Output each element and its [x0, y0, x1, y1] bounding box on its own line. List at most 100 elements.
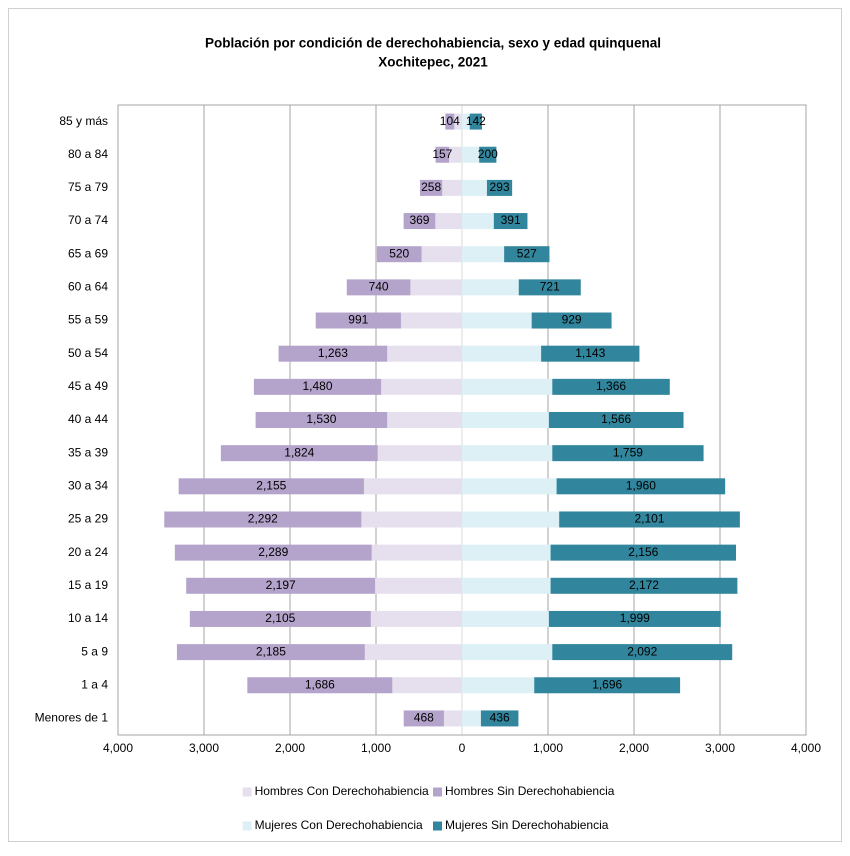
- bar-segment: [550, 577, 738, 594]
- legend-swatch: [433, 787, 442, 797]
- bar-segment: [189, 610, 371, 627]
- data-label: 436: [490, 711, 510, 725]
- bar-segment: [454, 113, 462, 130]
- bar-segment: [462, 478, 557, 495]
- data-label: 142: [466, 114, 486, 128]
- bar-segment: [462, 213, 494, 230]
- bar-segment: [176, 644, 365, 661]
- bar-segment: [364, 644, 462, 661]
- bar-segment: [255, 412, 388, 428]
- data-label: 2,155: [256, 478, 286, 492]
- y-tick-label: 20 a 24: [68, 545, 108, 559]
- bar-segment: [371, 544, 462, 561]
- y-tick-label: 15 a 19: [68, 578, 108, 592]
- bar-segment: [548, 412, 684, 428]
- bar-segment: [377, 445, 462, 462]
- data-label: 157: [432, 147, 452, 161]
- data-label: 991: [348, 313, 368, 327]
- bar-segment: [462, 412, 549, 428]
- data-label: 527: [517, 246, 537, 260]
- bar-segment: [531, 312, 612, 329]
- bar-segment: [443, 710, 462, 727]
- bar-segment: [462, 378, 553, 395]
- legend-swatch: [242, 787, 252, 797]
- x-tick-label: 1,000: [533, 741, 563, 755]
- bar-segment: [361, 511, 462, 528]
- bar-segment: [278, 345, 388, 362]
- bar-segment: [178, 478, 364, 495]
- bar-segment: [462, 710, 481, 727]
- data-label: 740: [369, 280, 389, 294]
- data-label: 2,156: [628, 545, 658, 559]
- bar-segment: [462, 610, 549, 627]
- bar-segment: [435, 146, 450, 163]
- bar-segment: [556, 478, 726, 495]
- bar-segment: [403, 710, 444, 727]
- data-label: 1,759: [613, 445, 643, 459]
- x-tick-label: 0: [459, 741, 466, 755]
- x-tick-label: 2,000: [619, 741, 649, 755]
- data-label: 468: [414, 711, 434, 725]
- data-label: 2,092: [627, 644, 657, 658]
- legend-swatch: [433, 821, 442, 831]
- bar-segment: [346, 279, 411, 296]
- x-tick-label: 3,000: [705, 741, 735, 755]
- bar-segment: [518, 279, 581, 296]
- bar-segment: [253, 378, 382, 395]
- bar-segment: [552, 644, 733, 661]
- bar-segment: [550, 544, 736, 561]
- data-label: 721: [540, 280, 560, 294]
- bar-segment: [403, 213, 436, 230]
- bar-segment: [462, 445, 553, 462]
- data-label: 2,292: [248, 512, 278, 526]
- legend-label: Mujeres Sin Derechohabiencia: [445, 818, 609, 832]
- y-tick-label: Menores de 1: [35, 711, 109, 725]
- y-tick-label: 5 a 9: [81, 644, 108, 658]
- bar-segment: [375, 577, 462, 594]
- y-tick-label: 65 a 69: [68, 246, 108, 260]
- bar-segment: [493, 213, 528, 230]
- bar-segment: [469, 113, 482, 130]
- bar-segment: [559, 511, 740, 528]
- data-label: 1,999: [620, 611, 650, 625]
- bar-segment: [363, 478, 462, 495]
- bar-segment: [400, 312, 462, 329]
- data-label: 1,824: [284, 445, 314, 459]
- bar-segment: [462, 577, 551, 594]
- bar-segment: [462, 644, 553, 661]
- y-tick-label: 55 a 59: [68, 313, 108, 327]
- data-label: 2,172: [629, 578, 659, 592]
- legend-label: Hombres Sin Derechohabiencia: [445, 784, 615, 798]
- bar-segment: [541, 345, 640, 362]
- data-label: 1,263: [318, 346, 348, 360]
- data-label: 1,143: [575, 346, 605, 360]
- bar-segment: [387, 345, 462, 362]
- x-tick-label: 2,000: [275, 741, 305, 755]
- data-label: 1,686: [305, 677, 335, 691]
- data-label: 293: [490, 180, 510, 194]
- data-label: 2,289: [258, 545, 288, 559]
- bar-segment: [445, 113, 455, 130]
- bar-segment: [486, 179, 513, 196]
- bar-segment: [186, 577, 376, 594]
- chart-subtitle: Xochitepec, 2021: [378, 55, 488, 70]
- chart-title: Población por condición de derechohabien…: [205, 36, 661, 51]
- y-tick-label: 10 a 14: [68, 611, 108, 625]
- x-tick-label: 3,000: [189, 741, 219, 755]
- data-label: 391: [501, 213, 521, 227]
- data-label: 200: [478, 147, 498, 161]
- bar-segment: [220, 445, 378, 462]
- bar-segment: [247, 677, 393, 694]
- y-tick-label: 25 a 29: [68, 512, 108, 526]
- y-tick-label: 30 a 34: [68, 478, 108, 492]
- data-label: 2,105: [265, 611, 295, 625]
- bar-segment: [381, 378, 462, 395]
- bar-segment: [462, 179, 487, 196]
- plot-border: [117, 104, 807, 736]
- y-tick-label: 70 a 74: [68, 213, 108, 227]
- bar-segment: [387, 412, 462, 428]
- y-tick-label: 45 a 49: [68, 379, 108, 393]
- y-tick-label: 60 a 64: [68, 280, 108, 294]
- bar-segment: [462, 511, 560, 528]
- legend-label: Mujeres Con Derechohabiencia: [255, 818, 423, 832]
